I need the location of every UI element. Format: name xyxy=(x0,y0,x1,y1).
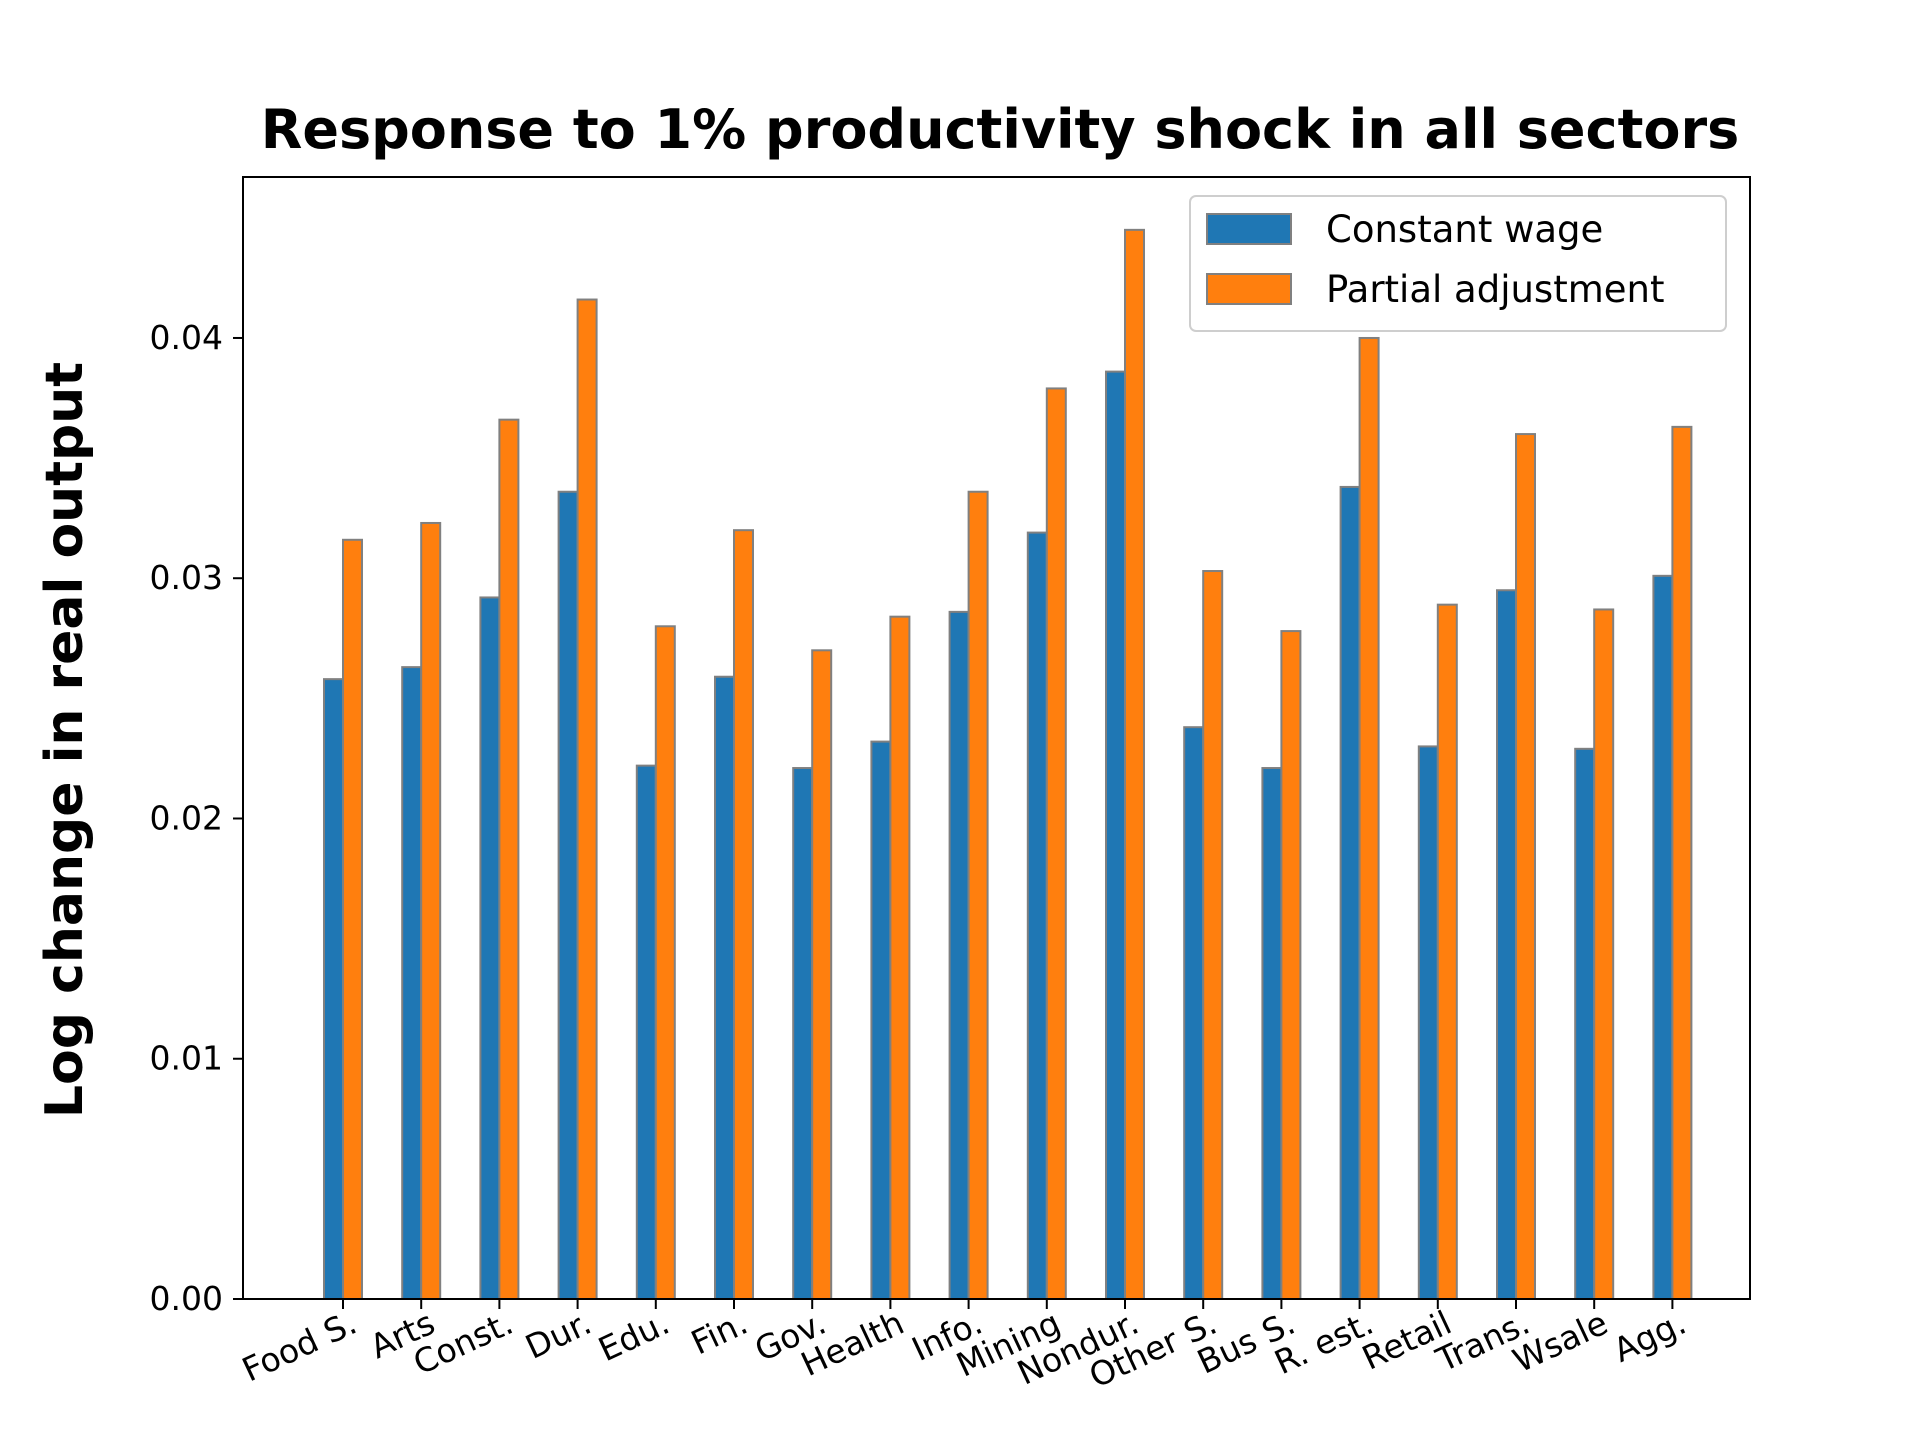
bar-partial-adjustment-1 xyxy=(420,521,442,1300)
bar-partial-adjustment-11 xyxy=(1202,570,1224,1300)
x-tick-label: Dur. xyxy=(519,1303,597,1367)
bar-constant-wage-7 xyxy=(870,740,892,1300)
bar-partial-adjustment-0 xyxy=(342,538,363,1300)
bar-constant-wage-15 xyxy=(1496,589,1517,1300)
y-axis-ticks: 0.00 0.01 0.02 0.03 0.04 xyxy=(150,318,243,1318)
x-tick-label: Agg. xyxy=(1607,1303,1691,1370)
y-tick-label: 0.02 xyxy=(150,798,223,837)
y-axis-label: Log change in real output xyxy=(35,362,95,1118)
x-tick-label: Edu. xyxy=(592,1303,675,1369)
y-tick-label: 0.00 xyxy=(150,1279,223,1318)
bar-constant-wage-12 xyxy=(1261,767,1283,1300)
plot-area-frame xyxy=(242,176,1751,1300)
bar-constant-wage-4 xyxy=(635,764,657,1300)
bar-partial-adjustment-2 xyxy=(498,418,520,1300)
bar-constant-wage-17 xyxy=(1652,574,1674,1300)
chart-title: Response to 1% productivity shock in all… xyxy=(261,98,1740,161)
bar-partial-adjustment-14 xyxy=(1436,603,1458,1300)
legend-box xyxy=(1189,195,1727,332)
y-tick-label: 0.04 xyxy=(150,318,223,357)
bar-constant-wage-0 xyxy=(323,678,344,1300)
bar-constant-wage-9 xyxy=(1026,531,1048,1300)
bar-constant-wage-6 xyxy=(792,767,814,1300)
bar-partial-adjustment-3 xyxy=(576,298,598,1300)
bar-partial-adjustment-13 xyxy=(1358,336,1380,1300)
bar-constant-wage-14 xyxy=(1417,745,1439,1300)
x-tick-label: Food S. xyxy=(236,1303,362,1390)
bar-partial-adjustment-5 xyxy=(733,529,754,1300)
bar-partial-adjustment-15 xyxy=(1515,433,1536,1300)
y-tick-label: 0.03 xyxy=(150,558,223,597)
bar-constant-wage-11 xyxy=(1183,726,1205,1300)
bar-partial-adjustment-9 xyxy=(1045,387,1067,1300)
legend: Constant wage Partial adjustment xyxy=(1189,195,1727,332)
legend-swatch-constant-wage xyxy=(1206,213,1292,245)
bar-constant-wage-13 xyxy=(1339,485,1361,1301)
bar-partial-adjustment-17 xyxy=(1671,425,1693,1300)
bar-partial-adjustment-4 xyxy=(654,625,676,1300)
bar-partial-adjustment-16 xyxy=(1593,608,1615,1300)
bar-partial-adjustment-8 xyxy=(967,490,989,1300)
legend-swatch-partial-adjustment xyxy=(1206,273,1292,305)
bars-group xyxy=(323,228,1693,1301)
bar-partial-adjustment-6 xyxy=(811,649,833,1300)
bar-constant-wage-1 xyxy=(401,666,423,1300)
bar-partial-adjustment-10 xyxy=(1124,228,1145,1300)
x-tick-label: Fin. xyxy=(685,1303,753,1363)
bar-partial-adjustment-7 xyxy=(889,615,911,1300)
bar-constant-wage-2 xyxy=(479,596,501,1300)
legend-label-partial-adjustment: Partial adjustment xyxy=(1326,268,1664,311)
bar-partial-adjustment-12 xyxy=(1280,630,1302,1300)
bar-constant-wage-10 xyxy=(1105,370,1126,1300)
y-tick-label: 0.01 xyxy=(150,1039,223,1078)
bar-constant-wage-8 xyxy=(948,610,970,1300)
legend-label-constant-wage: Constant wage xyxy=(1326,208,1603,251)
bar-constant-wage-16 xyxy=(1574,747,1596,1300)
bar-constant-wage-5 xyxy=(714,675,735,1300)
bar-constant-wage-3 xyxy=(557,490,579,1300)
